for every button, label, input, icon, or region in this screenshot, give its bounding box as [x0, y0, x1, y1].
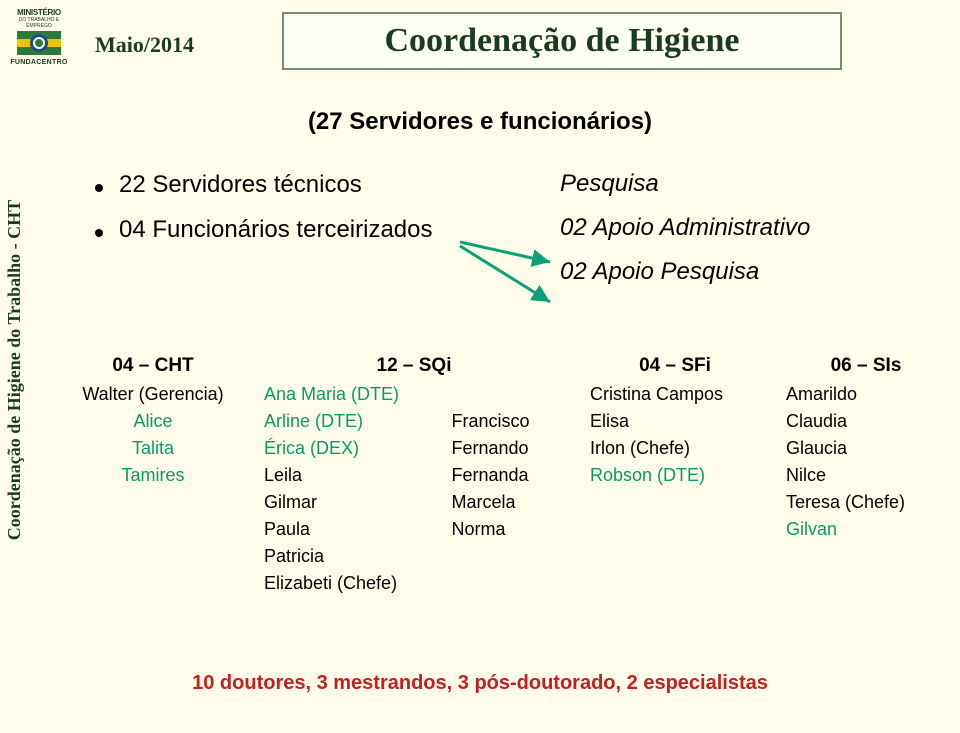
person-name: Walter (Gerencia) — [68, 381, 238, 408]
person-name: Fernando — [452, 435, 565, 462]
person-name: Nilce — [786, 462, 946, 489]
subtitle: (27 Servidores e funcionários) — [0, 108, 960, 136]
person-name: Alice — [68, 408, 238, 435]
page-title: Coordenação de Higiene — [282, 12, 842, 70]
person-name: Irlon (Chefe) — [590, 435, 760, 462]
person-name: Marcela — [452, 489, 565, 516]
person-name: Elizabeti (Chefe) — [264, 570, 434, 597]
person-name: Talita — [68, 435, 238, 462]
person-name: Leila — [264, 462, 434, 489]
person-name: Érica (DEX) — [264, 435, 434, 462]
category-labels: Pesquisa 02 Apoio Administrativo 02 Apoi… — [560, 170, 810, 302]
bullet-text: 04 Funcionários terceirizados — [119, 216, 433, 244]
footer-summary: 10 doutores, 3 mestrandos, 3 pós-doutora… — [0, 672, 960, 695]
date-label: Maio/2014 — [95, 32, 194, 58]
col-sqi: 12 – SQi Ana Maria (DTE)Arline (DTE) Fran… — [264, 352, 564, 597]
col-header: 06 – SIs — [786, 352, 946, 381]
col-sfi: 04 – SFi Cristina CamposElisaIrlon (Chef… — [590, 352, 760, 489]
person-name: Francisco — [452, 408, 565, 435]
col-header: 12 – SQi — [264, 352, 564, 381]
team-columns: 04 – CHT Walter (Gerencia)AliceTalitaTam… — [68, 352, 946, 597]
person-name: Elisa — [590, 408, 760, 435]
logo-sub-text: DO TRABALHO E EMPREGO — [6, 17, 72, 29]
person-name: Gilvan — [786, 516, 946, 543]
category-label: Pesquisa — [560, 170, 810, 198]
logo-bottom-text: FUNDACENTRO — [6, 59, 72, 66]
person-name: Robson (DTE) — [590, 462, 760, 489]
person-name: Fernanda — [452, 462, 565, 489]
col-header: 04 – CHT — [68, 352, 238, 381]
person-name: Amarildo — [786, 381, 946, 408]
bullet-dot-icon — [95, 184, 103, 192]
bullet-text: 22 Servidores técnicos — [119, 171, 362, 199]
person-name: Ana Maria (DTE) — [264, 381, 434, 408]
col-cht: 04 – CHT Walter (Gerencia)AliceTalitaTam… — [68, 352, 238, 489]
col-header: 04 – SFi — [590, 352, 760, 381]
logo-top-text: MINISTÉRIO — [6, 8, 72, 17]
person-name: Norma — [452, 516, 565, 543]
bullet-row: 22 Servidores técnicos — [95, 170, 433, 199]
person-name: Tamires — [68, 462, 238, 489]
logo-bars-icon — [17, 31, 61, 55]
col-sis: 06 – SIs AmarildoClaudiaGlauciaNilceTere… — [786, 352, 946, 543]
side-title: Coordenação de Higiene do Trabalho - CHT — [4, 140, 25, 600]
person-name: Claudia — [786, 408, 946, 435]
bullet-row: 04 Funcionários terceirizados — [95, 215, 433, 244]
bullet-list: 22 Servidores técnicos 04 Funcionários t… — [95, 170, 433, 260]
person-name: Teresa (Chefe) — [786, 489, 946, 516]
person-name: Patricia — [264, 543, 434, 570]
person-name — [452, 381, 565, 408]
person-name: Paula — [264, 516, 434, 543]
person-name: Glaucia — [786, 435, 946, 462]
person-name: Gilmar — [264, 489, 434, 516]
person-name: Cristina Campos — [590, 381, 760, 408]
category-label: 02 Apoio Pesquisa — [560, 258, 810, 286]
person-name: Arline (DTE) — [264, 408, 434, 435]
person-name — [452, 543, 565, 570]
category-label: 02 Apoio Administrativo — [560, 214, 810, 242]
person-name — [452, 570, 565, 597]
ministry-logo: MINISTÉRIO DO TRABALHO E EMPREGO FUNDACE… — [6, 8, 72, 66]
bullet-dot-icon — [95, 229, 103, 237]
